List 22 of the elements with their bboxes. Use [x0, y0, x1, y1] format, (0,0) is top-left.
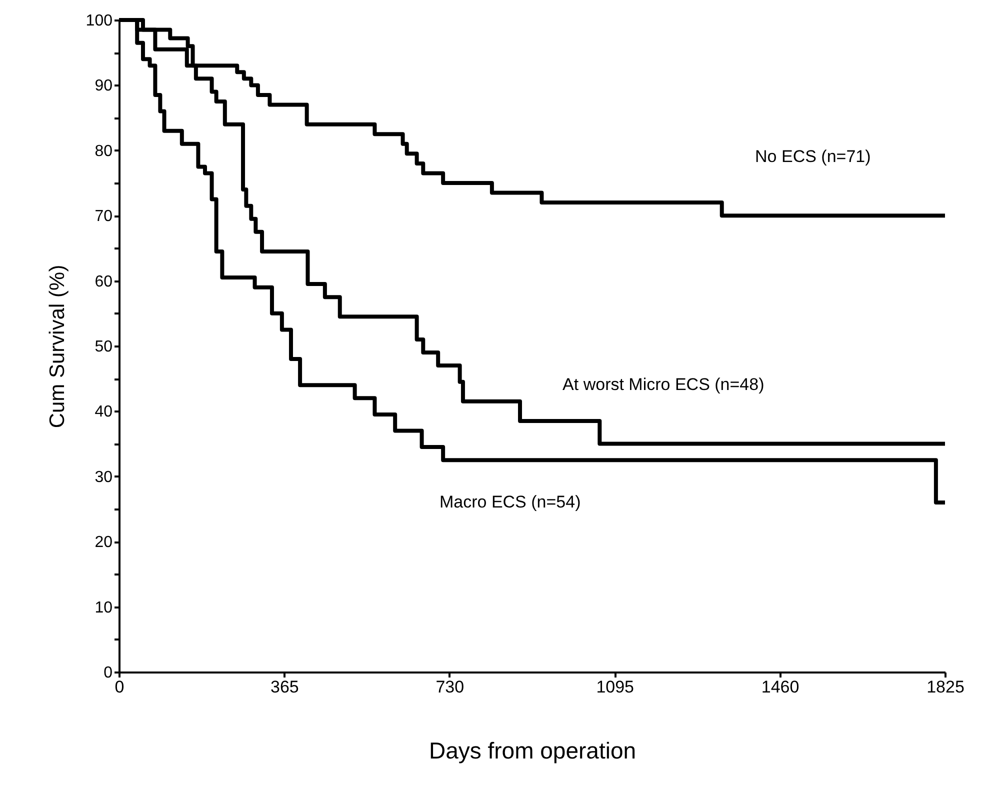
y-tick-label: 50 — [94, 338, 113, 356]
x-tick-label: 1460 — [761, 678, 800, 696]
x-tick-label: 0 — [114, 678, 124, 696]
x-tick-label: 365 — [270, 678, 299, 696]
series-label: At worst Micro ECS (n=48) — [562, 375, 764, 394]
y-axis-title: Cum Survival (%) — [46, 264, 69, 428]
y-tick-label: 60 — [94, 273, 113, 290]
y-tick-label: 100 — [86, 12, 113, 30]
y-tick-label: 80 — [94, 142, 113, 160]
x-tick-label: 1825 — [926, 678, 964, 696]
y-tick-label: 90 — [94, 78, 113, 95]
y-tick-label: 0 — [104, 664, 113, 682]
y-tick-label: 10 — [94, 599, 113, 616]
series-label: Macro ECS (n=54) — [439, 492, 581, 512]
text: No ECS (n=71) — [755, 146, 871, 166]
y-tick-label: 70 — [94, 208, 113, 226]
x-axis-title: Days from operation — [428, 738, 636, 764]
y-tick-label: 30 — [94, 468, 113, 486]
y-tick-label: 40 — [94, 404, 113, 421]
x-tick-label: 730 — [436, 678, 464, 696]
y-tick-label: 20 — [94, 534, 113, 552]
x-tick-label: 1095 — [596, 678, 634, 696]
